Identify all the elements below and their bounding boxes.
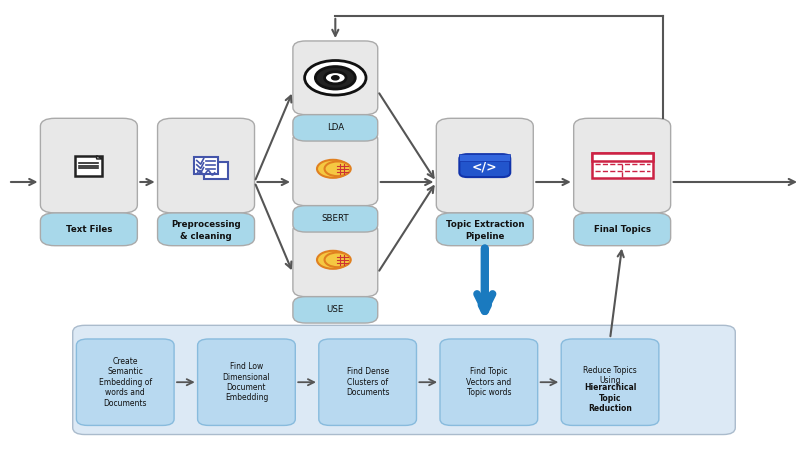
Circle shape	[305, 61, 366, 95]
Text: Hierarchical
Topic
Reduction: Hierarchical Topic Reduction	[584, 383, 636, 413]
Text: Final Topics: Final Topics	[594, 225, 650, 234]
Text: Reduce Topics
Using: Reduce Topics Using	[583, 366, 637, 385]
Text: Text Files: Text Files	[65, 225, 112, 234]
FancyBboxPatch shape	[194, 157, 218, 174]
Text: Find Low
Dimensional
Document
Embedding: Find Low Dimensional Document Embedding	[222, 362, 271, 402]
FancyBboxPatch shape	[459, 154, 511, 161]
Circle shape	[317, 251, 349, 269]
Circle shape	[325, 253, 351, 267]
Circle shape	[331, 76, 339, 80]
Text: </>: </>	[472, 161, 498, 174]
FancyBboxPatch shape	[292, 223, 377, 297]
FancyBboxPatch shape	[75, 156, 103, 176]
Text: LDA: LDA	[326, 123, 344, 132]
FancyBboxPatch shape	[292, 297, 377, 323]
FancyBboxPatch shape	[40, 213, 137, 246]
Text: Create
Semantic
Embedding of
words and
Documents: Create Semantic Embedding of words and D…	[99, 357, 152, 408]
FancyBboxPatch shape	[436, 213, 533, 246]
FancyBboxPatch shape	[292, 132, 377, 206]
Circle shape	[317, 160, 349, 178]
Circle shape	[325, 162, 351, 176]
FancyBboxPatch shape	[574, 118, 671, 213]
Text: & cleaning: & cleaning	[180, 232, 232, 241]
Circle shape	[325, 72, 346, 84]
FancyBboxPatch shape	[77, 339, 174, 425]
Text: Preprocessing: Preprocessing	[171, 220, 241, 229]
Text: Find Dense
Clusters of
Documents: Find Dense Clusters of Documents	[346, 367, 389, 397]
FancyBboxPatch shape	[73, 325, 735, 435]
FancyBboxPatch shape	[292, 41, 377, 115]
Text: USE: USE	[326, 305, 344, 314]
FancyBboxPatch shape	[204, 162, 228, 179]
Polygon shape	[97, 156, 103, 159]
FancyBboxPatch shape	[459, 154, 511, 177]
FancyBboxPatch shape	[158, 213, 255, 246]
Circle shape	[315, 66, 356, 89]
FancyBboxPatch shape	[319, 339, 416, 425]
FancyBboxPatch shape	[198, 339, 295, 425]
FancyBboxPatch shape	[440, 339, 537, 425]
Text: Find Topic
Vectors and
Topic words: Find Topic Vectors and Topic words	[466, 367, 511, 397]
FancyBboxPatch shape	[591, 153, 653, 161]
FancyBboxPatch shape	[562, 339, 659, 425]
Text: Pipeline: Pipeline	[465, 232, 504, 241]
Text: SBERT: SBERT	[322, 214, 349, 223]
FancyBboxPatch shape	[292, 115, 377, 141]
FancyBboxPatch shape	[292, 206, 377, 232]
FancyBboxPatch shape	[436, 118, 533, 213]
FancyBboxPatch shape	[574, 213, 671, 246]
FancyBboxPatch shape	[40, 118, 137, 213]
FancyBboxPatch shape	[158, 118, 255, 213]
FancyBboxPatch shape	[591, 153, 653, 178]
Text: Topic Extraction: Topic Extraction	[445, 220, 524, 229]
